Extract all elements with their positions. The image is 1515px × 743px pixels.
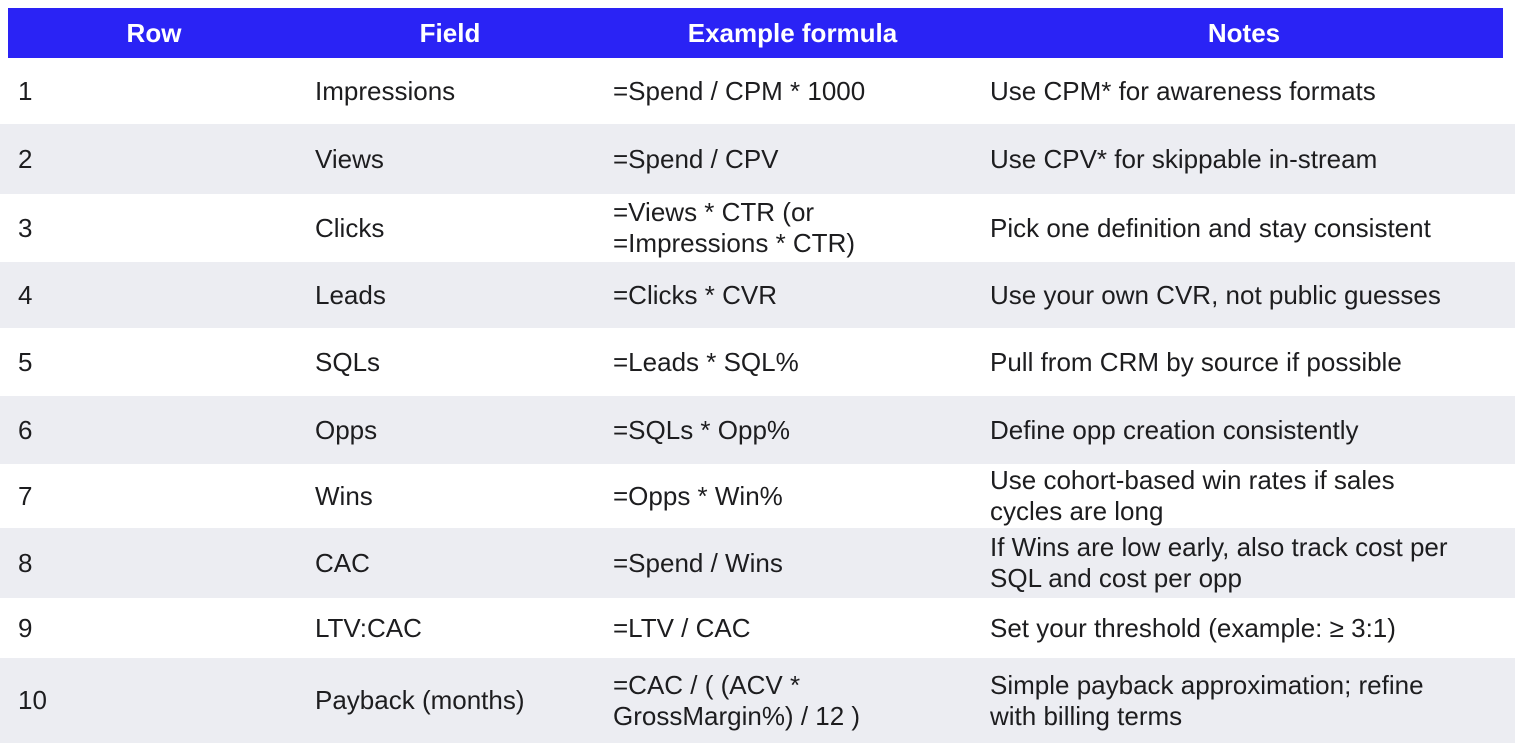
- cell-formula: =CAC / ( (ACV * GrossMargin%) / 12 ): [613, 669, 861, 731]
- header-cell-row: Row: [126, 17, 182, 48]
- cell-notes: Use your own CVR, not public guesses: [990, 279, 1441, 310]
- cell-row-number: 9: [18, 612, 33, 643]
- cell-row-number: 1: [18, 75, 33, 106]
- cell-notes: Define opp creation consistently: [990, 414, 1359, 445]
- cell-notes: Use CPV* for skippable in-stream: [990, 143, 1378, 174]
- cell-formula: =Spend / CPV: [613, 143, 779, 174]
- cell-notes: Set your threshold (example: ≥ 3:1): [990, 612, 1396, 643]
- cell-field: Leads: [315, 279, 386, 310]
- table-row: 10 Payback (months) =CAC / ( (ACV * Gros…: [0, 658, 1515, 743]
- cell-formula: =Clicks * CVR: [613, 279, 777, 310]
- table-row: 8 CAC =Spend / Wins If Wins are low earl…: [0, 528, 1515, 598]
- table-header-row: Row Field Example formula Notes: [8, 8, 1503, 58]
- cell-row-number: 10: [18, 685, 47, 715]
- cell-formula: =LTV / CAC: [613, 612, 751, 643]
- cell-formula: =Spend / Wins: [613, 547, 783, 578]
- cell-field: CAC: [315, 547, 370, 578]
- table-row: 6 Opps =SQLs * Opp% Define opp creation …: [0, 396, 1515, 464]
- table-row: 2 Views =Spend / CPV Use CPV* for skippa…: [0, 124, 1515, 194]
- cell-notes: If Wins are low early, also track cost p…: [990, 532, 1448, 593]
- table-body: 1 Impressions =Spend / CPM * 1000 Use CP…: [0, 58, 1515, 743]
- table-row: 5 SQLs =Leads * SQL% Pull from CRM by so…: [0, 328, 1515, 396]
- cell-row-number: 8: [18, 547, 33, 578]
- cell-notes: Pick one definition and stay consistent: [990, 212, 1431, 243]
- cell-formula: =Leads * SQL%: [613, 346, 799, 377]
- header-cell-notes: Notes: [1207, 17, 1281, 48]
- cell-notes: Use cohort-based win rates if sales cycl…: [990, 465, 1395, 526]
- cell-row-number: 5: [18, 346, 33, 377]
- cell-notes: Use CPM* for awareness formats: [990, 75, 1376, 106]
- cell-row-number: 2: [18, 143, 33, 174]
- cell-row-number: 3: [18, 212, 33, 243]
- table-row: 4 Leads =Clicks * CVR Use your own CVR, …: [0, 262, 1515, 328]
- cell-formula: =Spend / CPM * 1000: [613, 75, 866, 106]
- cell-notes: Simple payback approximation; refine wit…: [990, 669, 1424, 731]
- cell-field: LTV:CAC: [315, 612, 422, 643]
- header-cell-field: Field: [419, 17, 481, 48]
- cell-field: Opps: [315, 414, 378, 445]
- metrics-formula-table: Row Field Example formula Notes 1 Impres…: [0, 8, 1515, 743]
- cell-row-number: 4: [18, 279, 33, 310]
- table-row: 3 Clicks =Views * CTR (or =Impressions *…: [0, 194, 1515, 262]
- cell-row-number: 6: [18, 414, 33, 445]
- cell-field: Wins: [315, 480, 373, 511]
- header-cell-formula: Example formula: [687, 17, 898, 48]
- cell-field: Clicks: [315, 212, 385, 243]
- cell-notes: Pull from CRM by source if possible: [990, 346, 1402, 377]
- cell-row-number: 7: [18, 480, 33, 511]
- cell-field: Payback (months): [315, 685, 525, 715]
- cell-formula: =Views * CTR (or =Impressions * CTR): [613, 197, 855, 258]
- cell-formula: =Opps * Win%: [613, 480, 783, 511]
- cell-field: Views: [315, 143, 384, 174]
- table-row: 7 Wins =Opps * Win% Use cohort-based win…: [0, 464, 1515, 528]
- cell-field: SQLs: [315, 346, 381, 377]
- cell-field: Impressions: [315, 75, 456, 106]
- table-row: 9 LTV:CAC =LTV / CAC Set your threshold …: [0, 598, 1515, 658]
- cell-formula: =SQLs * Opp%: [613, 414, 791, 445]
- table-row: 1 Impressions =Spend / CPM * 1000 Use CP…: [0, 58, 1515, 124]
